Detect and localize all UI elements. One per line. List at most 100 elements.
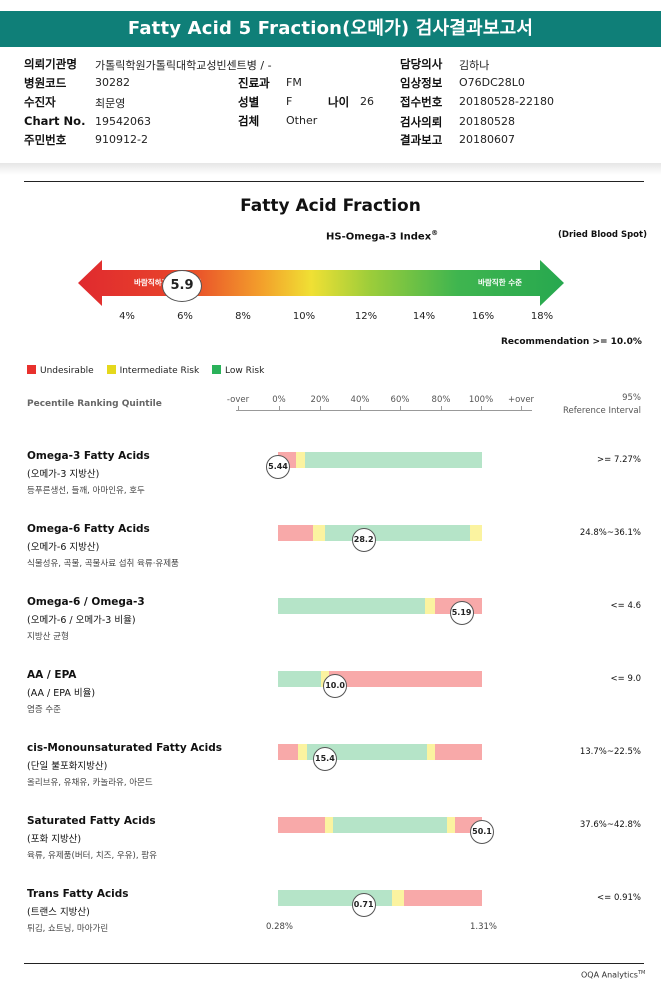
specimen-label: 검체 (238, 114, 260, 128)
legend: Undesirable Intermediate Risk Low Risk (27, 365, 274, 376)
legend-undesirable-label: Undesirable (40, 366, 94, 376)
percentile-bar (278, 525, 482, 541)
hospital-code-label: 병원코드 (24, 76, 67, 90)
report-title: Fatty Acid 5 Fraction(오메가) 검사결과보고서 (0, 11, 661, 47)
row-name: Saturated Fatty Acids (27, 815, 156, 827)
row-description: 올리브유, 유채유, 카놀라유, 아몬드 (27, 778, 153, 788)
result-value-marker: 0.71 (351, 893, 376, 917)
legend-intermediate-label: Intermediate Risk (119, 366, 200, 376)
row-subtitle: (오메가-3 지방산) (27, 469, 100, 480)
bar-segment-green (333, 817, 448, 833)
sex-label: 성별 (238, 95, 260, 109)
recommendation: Recommendation >= 10.0% (501, 337, 642, 347)
patient-name-label: 수진자 (24, 95, 56, 109)
percentile-scale-tick (441, 406, 442, 411)
percentile-scale-label: 60% (390, 395, 410, 405)
index-scale-tick: 8% (235, 311, 251, 322)
bar-segment-yellow (424, 598, 436, 614)
footer-brand: OQA AnalyticsTM (581, 970, 645, 980)
percentile-scale-tick (279, 406, 280, 411)
bottom-rule (24, 963, 644, 964)
percentile-scale-label: 0% (272, 395, 286, 405)
row-name: cis-Monounsaturated Fatty Acids (27, 742, 223, 754)
bar-segment-yellow (426, 744, 436, 760)
report-date-label: 결과보고 (400, 133, 443, 147)
bar-segment-yellow (392, 890, 405, 906)
index-scale-tick: 12% (354, 311, 378, 322)
result-value-marker: 5.19 (449, 601, 474, 625)
row-subtitle: (AA / EPA 비율) (27, 688, 96, 699)
sample-type: (Dried Blood Spot) (558, 230, 647, 240)
receipt-no-label: 접수번호 (400, 95, 443, 109)
row-reference-interval: 24.8%~36.1% (579, 528, 641, 538)
age-value: 26 (360, 95, 374, 108)
result-value-marker: 15.4 (312, 747, 337, 771)
clinical-info-value: O76DC28L0 (459, 76, 525, 89)
percentile-bar (278, 671, 482, 687)
percentile-scale-label: 100% (468, 395, 494, 405)
ref-heading-95: 95% (622, 393, 641, 403)
percentile-scale-tick (320, 406, 321, 411)
legend-yellow-swatch (106, 365, 116, 374)
result-value-marker: 10.0 (323, 674, 348, 698)
row-description: 육류, 유제품(버터, 치즈, 우유), 팜유 (27, 851, 157, 861)
index-scale-tick: 14% (412, 311, 436, 322)
percentile-scale-tick (400, 406, 401, 411)
specimen-value: Other (286, 114, 318, 127)
hospital-code-value: 30282 (95, 76, 130, 89)
percentile-scale-tick (521, 406, 522, 411)
row-name: Trans Fatty Acids (27, 888, 129, 900)
percentile-bar (278, 817, 482, 833)
row-name: Omega-6 Fatty Acids (27, 523, 150, 535)
patient-info: 의뢰기관명 가톨릭학원가톨릭대학교성빈센트병 / - 병원코드 30282 수진… (0, 54, 661, 164)
row-name: Omega-6 / Omega-3 (27, 596, 145, 608)
trans-scale-max: 1.31% (470, 922, 498, 932)
bar-segment-yellow (298, 744, 307, 760)
bar-segment-yellow (296, 452, 305, 468)
trademark-mark: TM (637, 970, 646, 976)
bar-segment-red (278, 817, 325, 833)
percentile-scale-tick (360, 406, 361, 411)
index-scale-tick: 6% (177, 311, 193, 322)
row-name: AA / EPA (27, 669, 77, 681)
legend-low: Low Risk (212, 365, 264, 376)
bar-segment-green (304, 452, 482, 468)
ref-heading-text: Reference Interval (562, 406, 641, 416)
result-value-marker: 28.2 (351, 528, 376, 552)
row-subtitle: (트랜스 지방산) (27, 907, 90, 918)
index-title-text: HS-Omega-3 Index (326, 231, 432, 243)
percentile-scale-label: 40% (350, 395, 370, 405)
row-reference-interval: <= 9.0 (610, 674, 641, 684)
percentile-scale-label: -over (226, 395, 250, 405)
percentile-scale-tick (238, 406, 239, 411)
bar-segment-red (329, 671, 482, 687)
row-name: Omega-3 Fatty Acids (27, 450, 150, 462)
percentile-bar (278, 452, 482, 468)
percentile-scale-line (236, 410, 532, 411)
page-divider (0, 163, 661, 175)
dept-label: 진료과 (238, 76, 270, 90)
index-gradient-arrow (78, 260, 564, 306)
row-reference-interval: <= 4.6 (610, 601, 641, 611)
bar-segment-yellow (447, 817, 456, 833)
report-date-value: 20180607 (459, 133, 515, 146)
row-subtitle: (오메가-6 지방산) (27, 542, 100, 553)
doctor-value: 김하나 (459, 59, 490, 72)
result-value-marker: 5.44 (266, 455, 290, 479)
row-description: 튀김, 쇼트닝, 마아가린 (27, 924, 109, 934)
trans-scale-min: 0.28% (266, 922, 294, 932)
bar-segment-yellow (324, 817, 334, 833)
percentile-scale-label: 20% (310, 395, 330, 405)
percentile-scale-tick (481, 406, 482, 411)
bar-segment-yellow (312, 525, 325, 541)
row-reference-interval: 13.7%~22.5% (579, 747, 641, 757)
result-value-marker: 50.1 (470, 820, 494, 844)
percentile-scale-label: 80% (431, 395, 451, 405)
desirable-level-label: 바람직한 수준 (478, 278, 523, 287)
bar-segment-yellow (469, 525, 482, 541)
percentile-bar (278, 890, 482, 906)
row-description: 식물성유, 곡물, 곡물사료 섭취 육류·유제품 (27, 559, 179, 569)
chart-title: Fatty Acid Fraction (240, 196, 421, 216)
index-scale-tick: 18% (530, 311, 554, 322)
row-reference-interval: 37.6%~42.8% (579, 820, 641, 830)
